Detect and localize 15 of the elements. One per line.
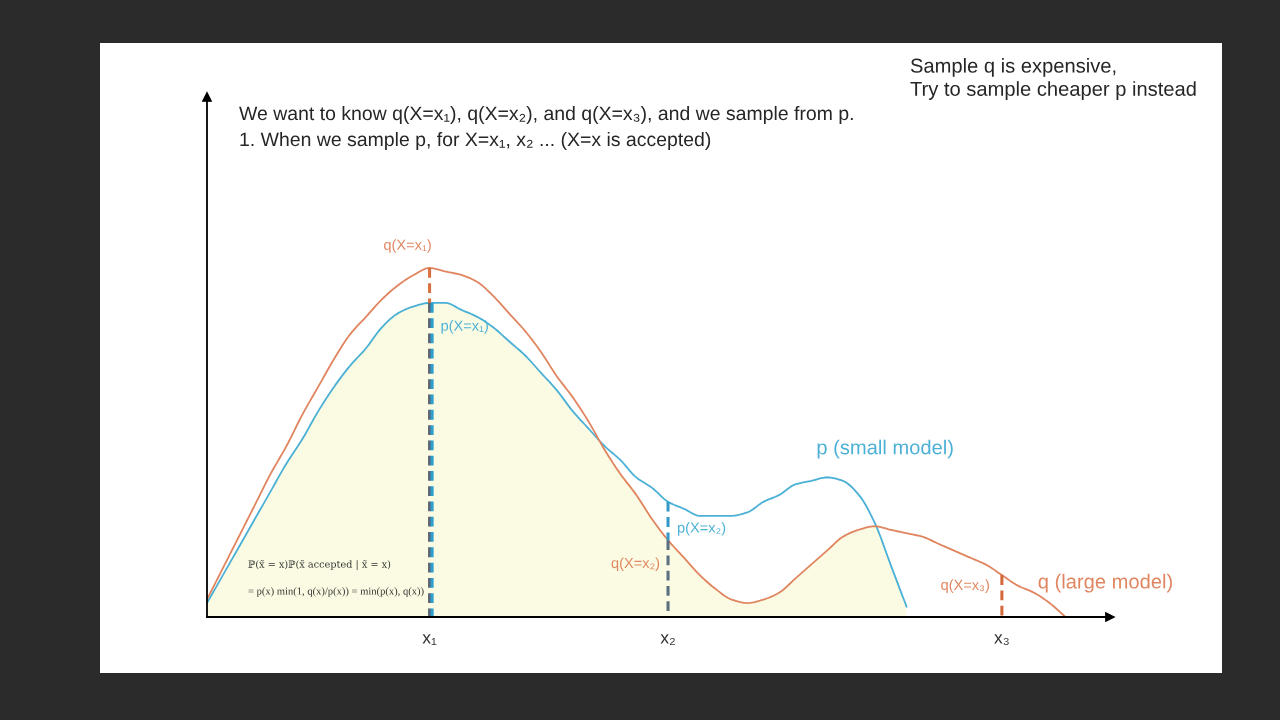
annotation: = p(x) min(1, q(x)/p(x)) = min(p(x), q(x)) (248, 587, 424, 597)
annotation: q(X=x₂) (611, 557, 660, 572)
text: Sample q is expensive, Try to sample cheaper p instead (910, 58, 1196, 100)
text: 1. When we sample p, for X=x₁, x₂ ... (X=x is accepted) (240, 131, 711, 151)
x-tick-label: x₃ (994, 634, 1009, 646)
annotation: ℙ(x̃ = x)ℙ(x̃ accepted | x̃ = x) (248, 560, 391, 570)
annotation: q(X=x₁) (384, 239, 431, 253)
x-tick-label: x₂ (660, 634, 675, 645)
series-label: p (small model) (817, 439, 953, 459)
text: We want to know q(X=x₁), q(X=x₂), and q(X=x₃), and we sample from p. (239, 105, 853, 125)
annotation: p(X=x₂) (677, 522, 726, 536)
annotation: q(X=x₃) (941, 579, 989, 593)
series-label: q (large model) (1038, 573, 1172, 593)
annotation: p(X=x₁) (441, 320, 488, 334)
x-tick-label: x₁ (422, 634, 437, 645)
